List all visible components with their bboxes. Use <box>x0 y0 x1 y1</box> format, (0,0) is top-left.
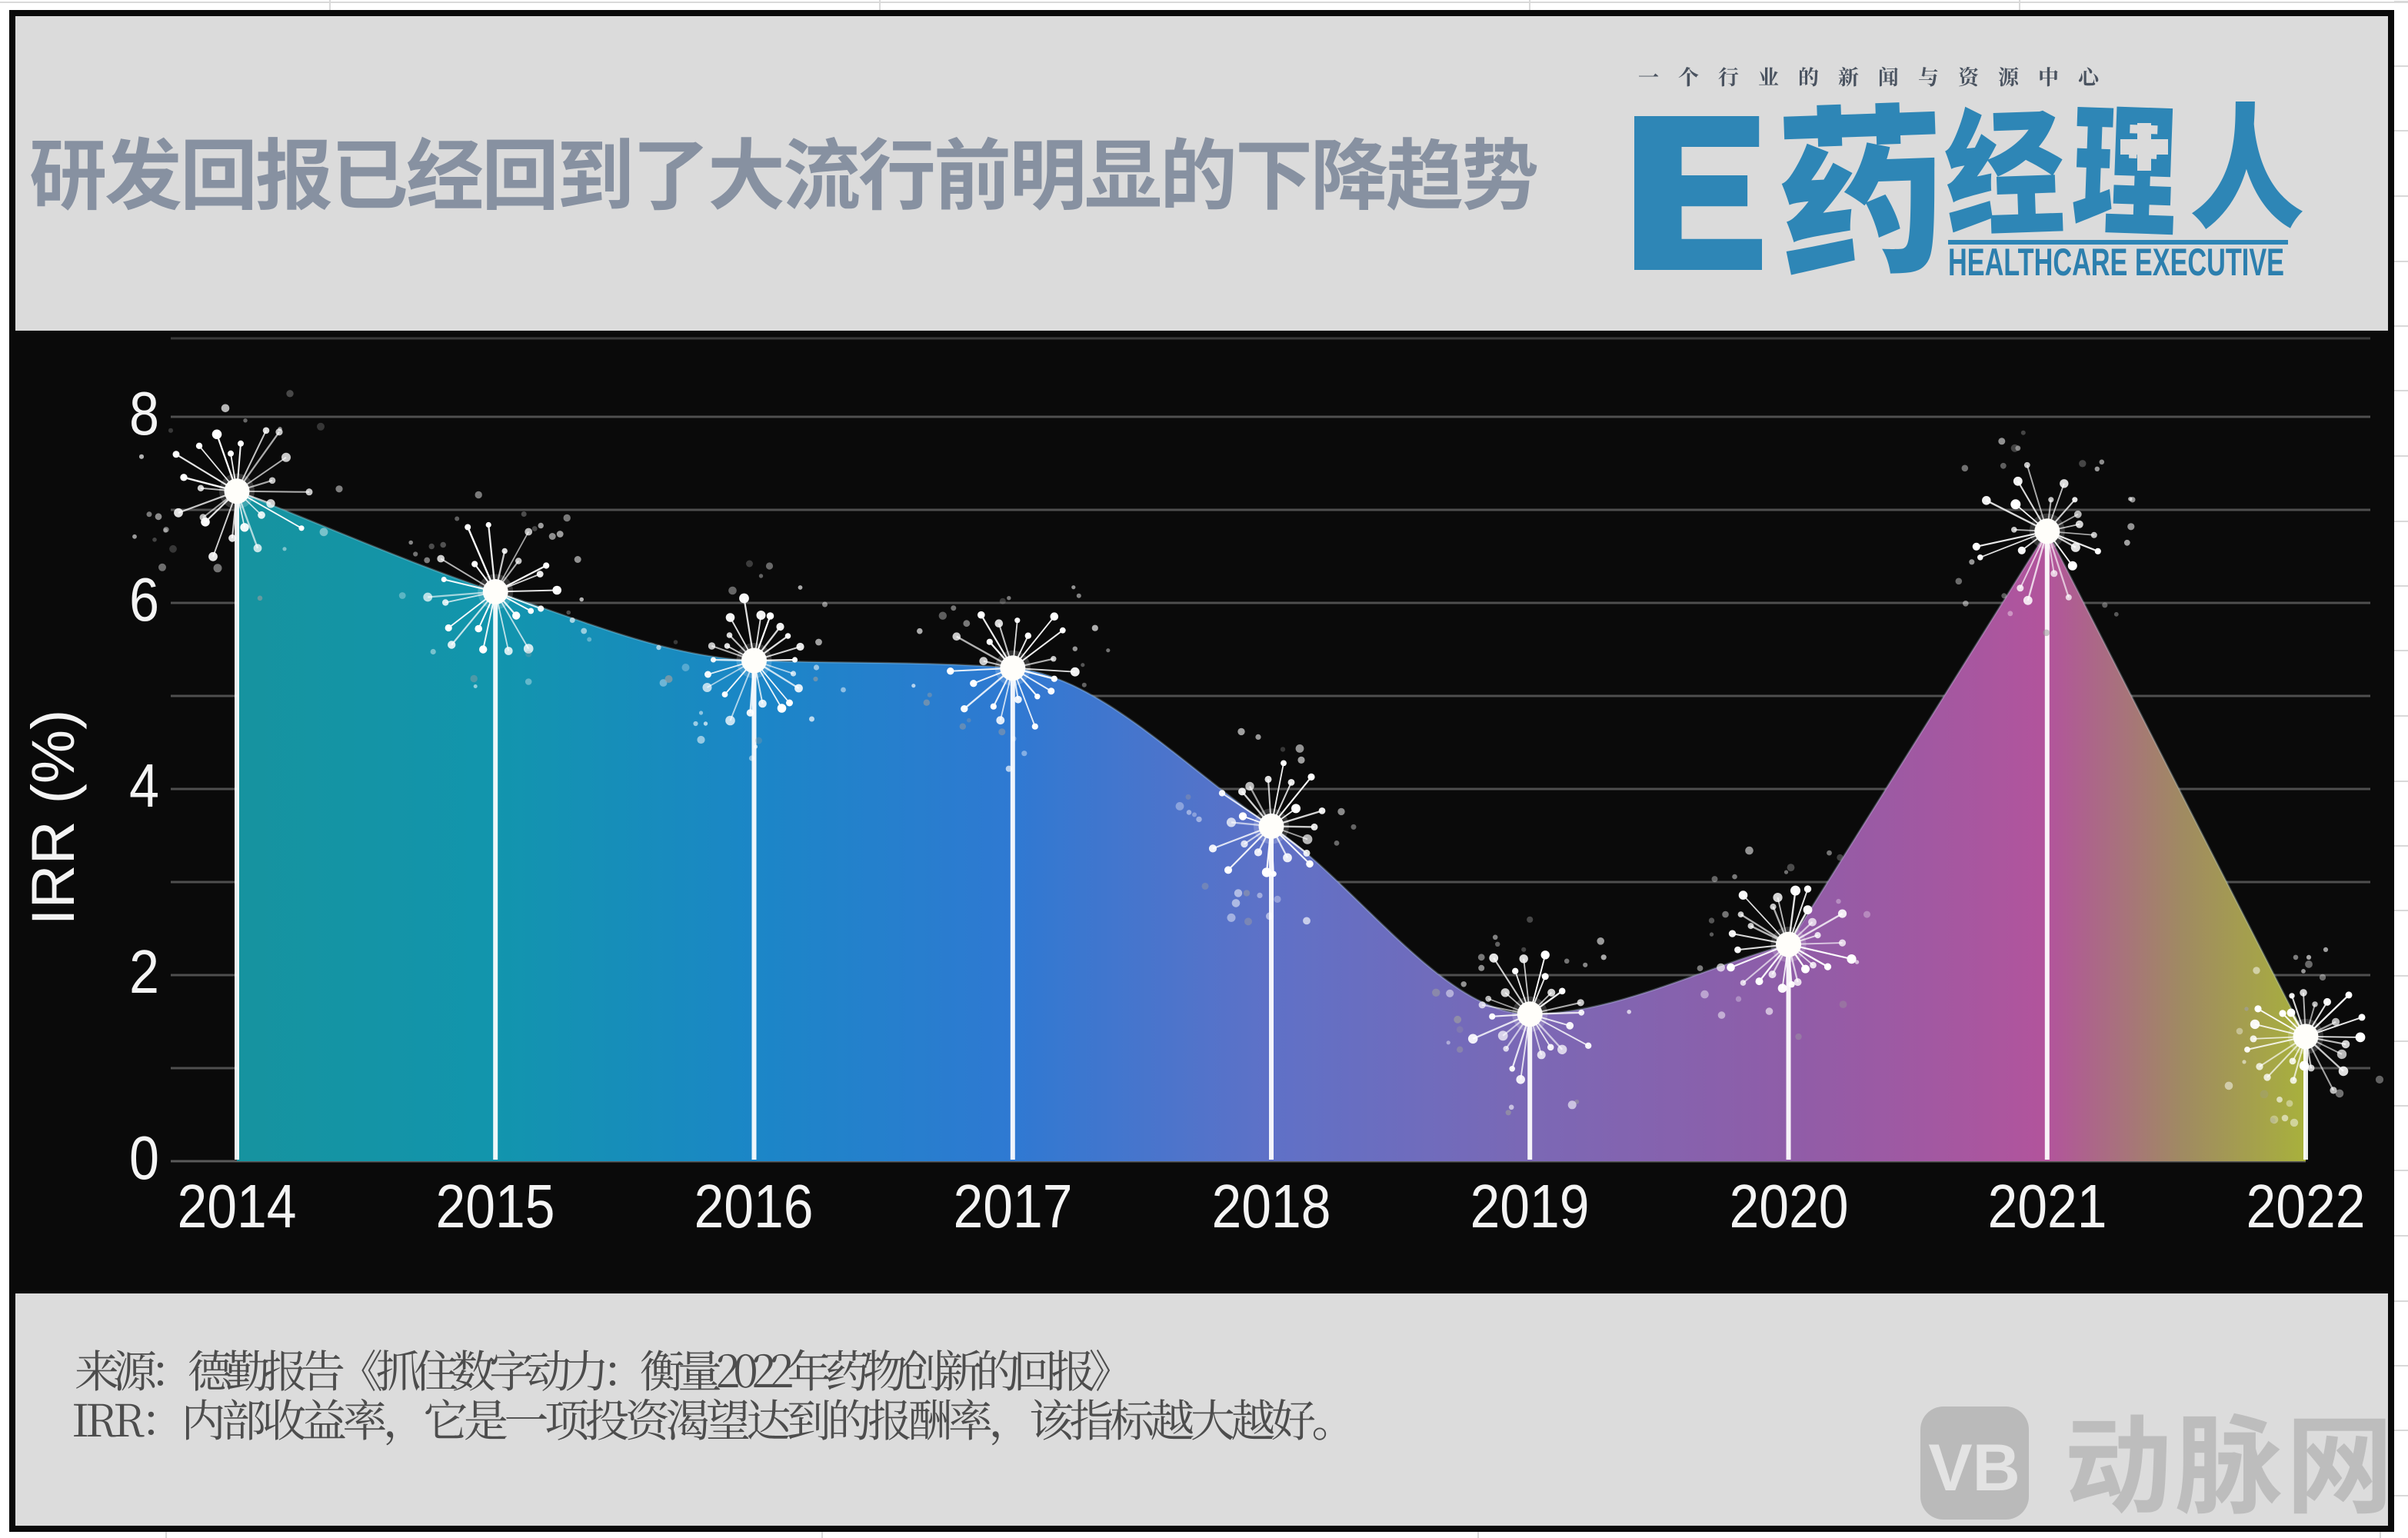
svg-text:6: 6 <box>129 565 159 634</box>
svg-text:2014: 2014 <box>178 1172 297 1240</box>
svg-text:HEALTHCARE EXECUTIVE: HEALTHCARE EXECUTIVE <box>1948 241 2284 284</box>
svg-text:2: 2 <box>129 937 159 1006</box>
svg-text:0: 0 <box>129 1124 159 1192</box>
svg-text:8: 8 <box>129 379 159 448</box>
svg-text:2022: 2022 <box>2246 1172 2366 1240</box>
svg-text:4: 4 <box>129 751 159 820</box>
svg-text:2017: 2017 <box>954 1172 1073 1240</box>
svg-text:IRR (%): IRR (%) <box>18 710 87 926</box>
svg-text:2018: 2018 <box>1212 1172 1331 1240</box>
svg-text:2015: 2015 <box>436 1172 555 1240</box>
svg-text:2021: 2021 <box>1988 1172 2107 1240</box>
svg-text:2020: 2020 <box>1730 1172 1849 1240</box>
svg-text:2019: 2019 <box>1470 1172 1590 1240</box>
svg-text:VB: VB <box>1928 1431 2020 1505</box>
svg-text:2016: 2016 <box>694 1172 814 1240</box>
